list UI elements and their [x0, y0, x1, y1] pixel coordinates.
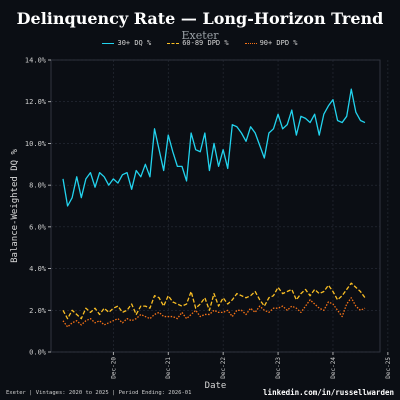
y-tick-label: 10.0%: [25, 140, 47, 148]
y-tick-label: 8.0%: [29, 182, 47, 190]
legend-swatch: [167, 42, 180, 44]
y-tick-label: 4.0%: [29, 265, 47, 273]
y-tick-label: 2.0%: [29, 307, 47, 315]
legend-item: 90+ DPD %: [244, 39, 298, 47]
legend-label: 90+ DPD %: [259, 39, 298, 47]
chart-legend: 30+ DQ % 60-89 DPD % 90+ DPD %: [0, 39, 400, 47]
x-tick-label: Dec-21: [165, 357, 172, 379]
footer-linkedin-link[interactable]: linkedin.com/in/russellwarden: [263, 388, 394, 397]
legend-swatch: [102, 42, 115, 44]
legend-item: 30+ DQ %: [102, 39, 151, 47]
x-axis-title: Date: [205, 381, 227, 391]
series-line-0: [62, 88, 366, 207]
x-tick-label: Dec-23: [275, 357, 282, 379]
y-tick-label: 6.0%: [29, 223, 47, 231]
x-tick-label: Dec-24: [330, 357, 337, 379]
y-axis-title: Balance-Weighted DQ %: [10, 149, 20, 263]
legend-item: 60-89 DPD %: [167, 39, 229, 47]
chart-subtitle: Exeter: [181, 29, 219, 42]
y-tick-label: 0.0%: [29, 349, 47, 357]
series-line-2: [62, 297, 366, 328]
y-tick-label: 14.0%: [25, 57, 47, 65]
legend-label: 30+ DQ %: [117, 39, 152, 47]
x-tick-label: Dec-20: [110, 357, 117, 379]
y-tick-label: 12.0%: [25, 98, 47, 106]
x-tick-label: Dec-25: [385, 357, 392, 379]
x-tick-label: Dec-22: [220, 357, 227, 379]
chart-title: Delinquency Rate — Long-Horizon Trend: [16, 9, 384, 28]
footer-source-text: Exeter | Vintages: 2020 to 2025 | Period…: [6, 390, 192, 396]
legend-label: 60-89 DPD %: [182, 39, 229, 47]
series-line-1: [62, 282, 366, 320]
legend-swatch: [244, 42, 257, 44]
